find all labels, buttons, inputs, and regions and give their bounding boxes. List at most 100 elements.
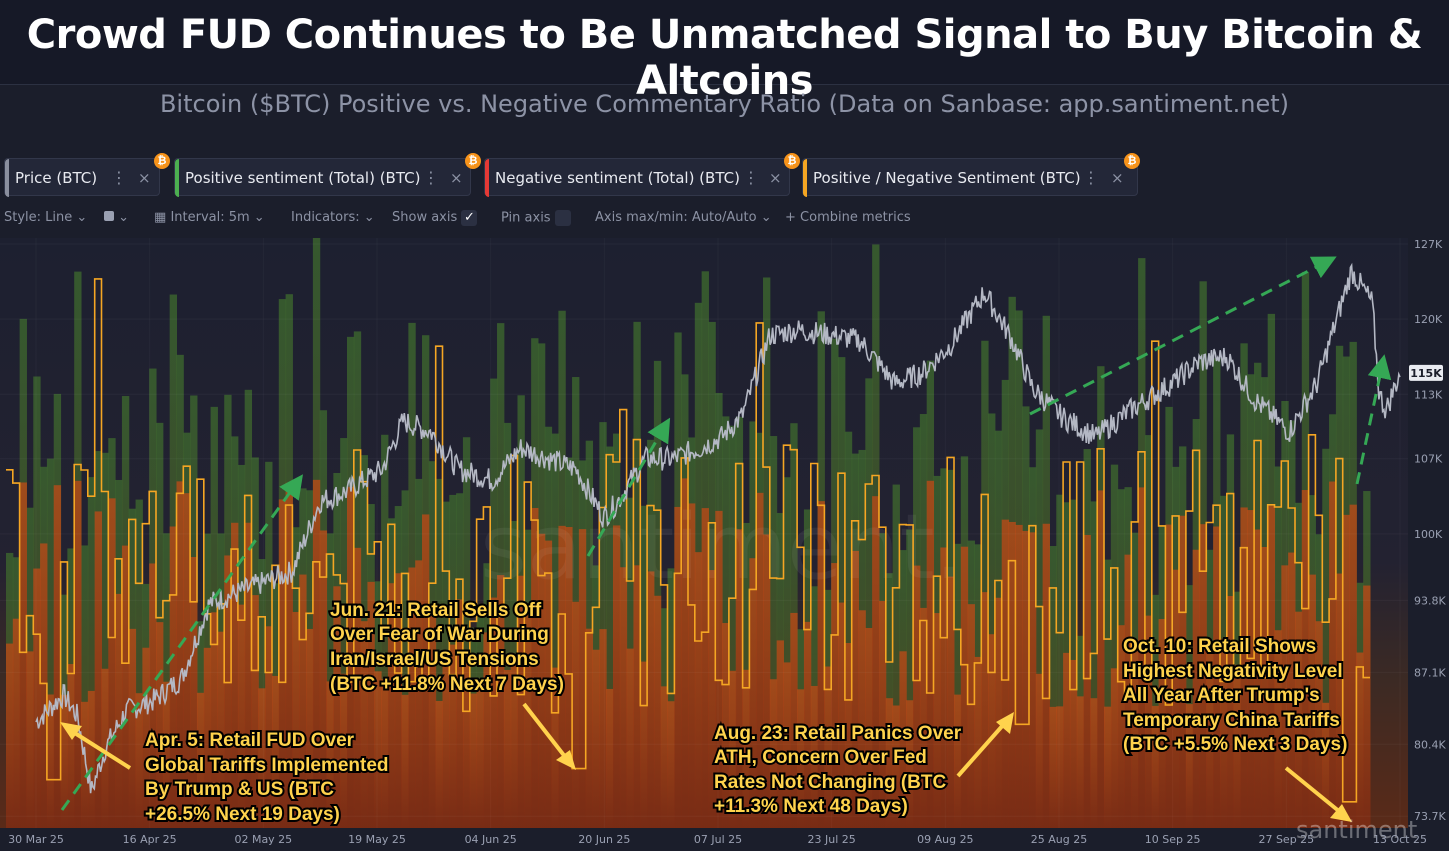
color-dropdown[interactable]: ⌄ xyxy=(104,210,129,225)
negative-bar xyxy=(108,498,116,828)
metric-chip-negative[interactable]: Negative sentiment (Total) (BTC) ⋮ × ₿ xyxy=(484,153,800,197)
positive-bar xyxy=(769,436,778,828)
x-tick-label: 02 May 25 xyxy=(234,833,292,846)
pin-axis-toggle[interactable]: Pin axis xyxy=(501,210,571,226)
negative-bar xyxy=(237,604,246,828)
more-options-icon[interactable]: ⋮ xyxy=(1083,168,1099,187)
negative-bar xyxy=(19,482,27,828)
negative-bar xyxy=(735,529,744,828)
negative-bar xyxy=(292,611,300,828)
negative-bar xyxy=(619,567,628,828)
chart-canvas[interactable]: santiment. Apr. 5: Retail FUD Over Globa… xyxy=(0,238,1449,851)
price-tag-label: 115K xyxy=(1410,367,1442,380)
annotation-aug: Aug. 23: Retail Panics Over ATH, Concern… xyxy=(712,721,964,819)
negative-bar xyxy=(1254,529,1262,828)
negative-bar xyxy=(87,690,96,828)
negative-bar xyxy=(878,600,887,828)
negative-bar xyxy=(1322,702,1330,828)
more-options-icon[interactable]: ⋮ xyxy=(423,168,439,187)
metric-chip-positive[interactable]: Positive sentiment (Total) (BTC) ⋮ × ₿ xyxy=(174,153,481,197)
checkbox-empty-icon[interactable] xyxy=(554,210,571,226)
negative-bar xyxy=(831,563,839,828)
negative-bar xyxy=(347,486,355,828)
negative-bar xyxy=(1349,504,1357,828)
metric-chip-price[interactable]: Price (BTC) ⋮ × ₿ xyxy=(4,153,170,197)
negative-bar xyxy=(1233,664,1241,828)
negative-bar xyxy=(933,613,941,828)
checkbox-checked-icon[interactable]: ✓ xyxy=(461,210,478,226)
negative-bar xyxy=(1001,519,1010,828)
negative-bar xyxy=(1281,565,1289,828)
more-options-icon[interactable]: ⋮ xyxy=(743,168,759,187)
bitcoin-icon: ₿ xyxy=(1124,153,1140,169)
negative-bar xyxy=(312,479,321,828)
positive-bar xyxy=(326,533,334,828)
negative-bar xyxy=(626,648,634,828)
annotation-line: Rates Not Changing (BTC xyxy=(714,772,946,793)
negative-bar xyxy=(367,581,375,828)
chart-toolbar: Style: Line ⌄ ⌄ ▦ Interval: 5m ⌄ Indicat… xyxy=(0,205,1000,231)
x-tick-label: 13 Oct 25 xyxy=(1373,833,1427,846)
negative-bar xyxy=(640,661,648,828)
metric-chip-ratio[interactable]: Positive / Negative Sentiment (BTC) ⋮ × … xyxy=(802,153,1140,197)
negative-bar xyxy=(503,669,512,828)
negative-bar xyxy=(469,693,478,828)
negative-bar xyxy=(674,506,682,828)
metric-color-bar xyxy=(485,159,489,197)
negative-bar xyxy=(1015,524,1023,828)
annotation-line: Highest Negativity Level xyxy=(1123,661,1343,682)
axis-minmax-dropdown[interactable]: Axis max/min: Auto/Auto ⌄ xyxy=(595,210,772,225)
close-icon[interactable]: × xyxy=(450,169,463,187)
color-swatch xyxy=(104,211,114,221)
pin-axis-label: Pin axis xyxy=(501,210,551,226)
negative-bar xyxy=(517,575,525,828)
negative-bar xyxy=(442,659,450,828)
combine-metrics-button[interactable]: + Combine metrics xyxy=(785,210,911,225)
negative-bar xyxy=(1240,507,1248,828)
show-axis-toggle[interactable]: Show axis ✓ xyxy=(392,210,478,226)
negative-bar xyxy=(926,480,935,828)
negative-bar xyxy=(1301,490,1310,828)
positive-bar xyxy=(728,425,737,828)
x-tick-label: 10 Sep 25 xyxy=(1145,833,1201,846)
negative-bar xyxy=(1206,647,1214,828)
negative-bar xyxy=(565,527,573,828)
positive-bar xyxy=(1110,464,1119,828)
negative-bar xyxy=(612,525,621,828)
positive-bar xyxy=(722,416,730,828)
y-tick-label: 100K xyxy=(1414,528,1443,541)
negative-bar xyxy=(1192,549,1200,828)
interval-dropdown[interactable]: ▦ Interval: 5m ⌄ xyxy=(154,210,265,225)
annotation-line: All Year After Trump's xyxy=(1123,685,1320,706)
negative-bar xyxy=(1247,510,1255,828)
negative-bar xyxy=(299,574,307,828)
negative-bar xyxy=(306,628,314,828)
negative-bar xyxy=(838,602,846,828)
annotation-line: ATH, Concern Over Fed xyxy=(714,747,927,768)
metric-chip-label: Negative sentiment (Total) (BTC) xyxy=(495,169,740,187)
calendar-icon: ▦ xyxy=(154,210,167,225)
close-icon[interactable]: × xyxy=(769,169,782,187)
positive-bar xyxy=(653,360,662,828)
positive-bar xyxy=(783,477,791,828)
negative-bar xyxy=(633,565,641,828)
watermark: santiment. xyxy=(480,495,963,600)
positive-bar xyxy=(1090,501,1098,828)
y-tick-label: 127K xyxy=(1414,238,1443,251)
style-dropdown[interactable]: Style: Line ⌄ xyxy=(4,210,88,225)
more-options-icon[interactable]: ⋮ xyxy=(111,168,127,187)
positive-bar xyxy=(87,477,96,828)
negative-bar xyxy=(919,607,928,828)
negative-bar xyxy=(660,686,669,828)
plus-icon: + xyxy=(785,210,796,225)
negative-bar xyxy=(258,688,266,828)
close-icon[interactable]: × xyxy=(138,169,151,187)
negative-bar xyxy=(647,571,655,828)
negative-bar xyxy=(858,610,866,828)
indicators-dropdown[interactable]: Indicators: ⌄ xyxy=(291,210,375,225)
negative-bar xyxy=(224,555,232,828)
negative-bar xyxy=(319,530,328,828)
x-tick-label: 23 Jul 25 xyxy=(808,833,856,846)
close-icon[interactable]: × xyxy=(1111,169,1124,187)
negative-bar xyxy=(681,478,689,828)
